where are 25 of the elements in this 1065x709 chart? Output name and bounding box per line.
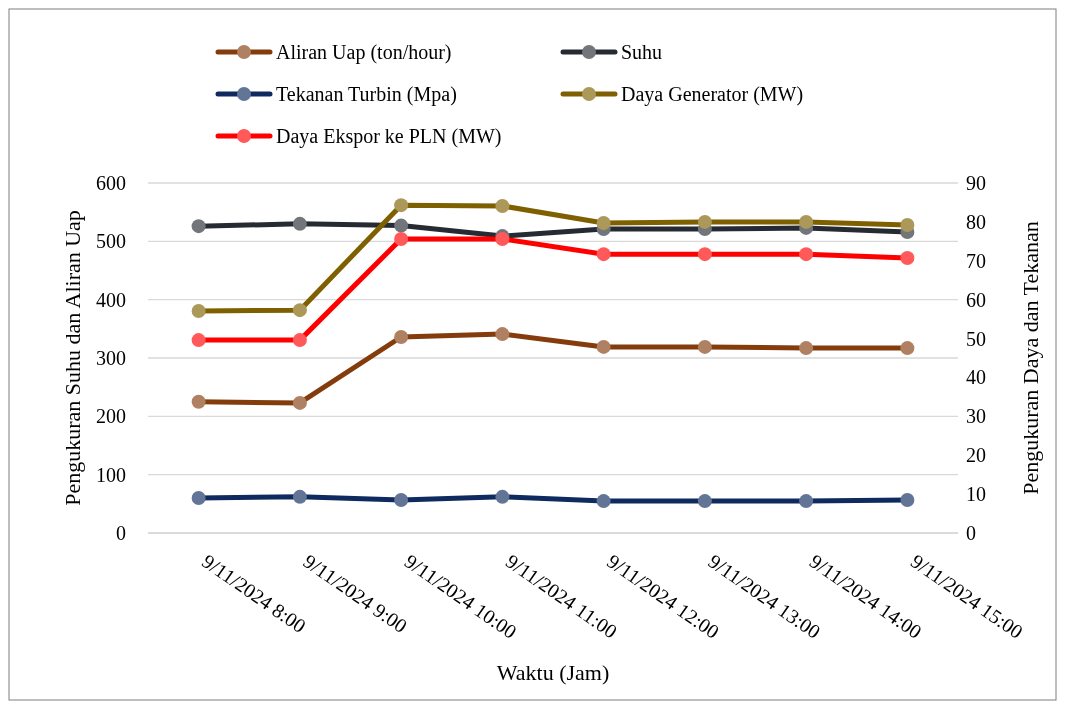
y2-tick-label: 90 (966, 172, 986, 194)
x-axis-title: Waktu (Jam) (496, 660, 610, 685)
y2-tick-label: 30 (966, 405, 986, 428)
y2-tick-label: 80 (966, 210, 986, 233)
y2-tick-label: 60 (966, 288, 986, 311)
y-tick-label: 100 (96, 463, 126, 486)
y-tick-label: 600 (96, 172, 126, 194)
legend-label: Daya Ekspor ke PLN (MW) (276, 125, 502, 148)
legend-label: Suhu (621, 41, 663, 63)
y-tick-label: 200 (96, 405, 126, 428)
y-tick-label: 400 (96, 288, 126, 311)
y2-axis-title: Pengukuran Daya dan Tekanan (1018, 221, 1043, 495)
legend-label: Tekanan Turbin (Mpa) (276, 83, 457, 106)
y-tick-label: 300 (96, 347, 126, 369)
y2-tick-label: 20 (966, 444, 986, 467)
y2-tick-label: 0 (966, 522, 976, 544)
y2-tick-label: 50 (966, 327, 986, 350)
legend-label: Aliran Uap (ton/hour) (276, 41, 452, 64)
y-tick-label: 0 (116, 522, 126, 544)
y2-tick-label: 70 (966, 249, 986, 272)
legend-label: Daya Generator (MW) (621, 83, 804, 106)
y2-tick-label: 40 (966, 366, 986, 389)
y-tick-label: 500 (96, 230, 126, 253)
y2-tick-label: 10 (966, 483, 986, 506)
y-axis-title: Pengukuran Suhu dan Aliran Uap (60, 210, 85, 506)
